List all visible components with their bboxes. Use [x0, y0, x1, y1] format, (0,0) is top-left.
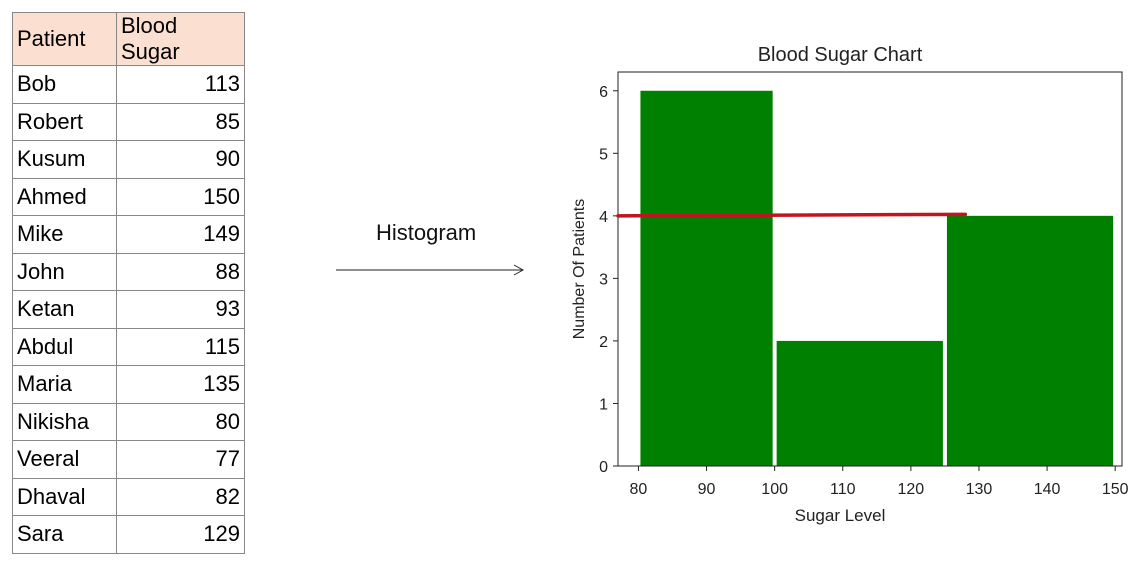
blood-sugar-cell: 85 [116, 102, 245, 141]
blood-sugar-cell: 82 [116, 477, 245, 516]
table-row: Abdul 115 [12, 327, 245, 366]
y-tick-label: 3 [599, 271, 608, 288]
y-axis-label: Number Of Patients [571, 199, 588, 340]
blood-sugar-table: Patient Blood Sugar Bob 113 Robert 85 Kusum 9… [12, 12, 245, 554]
x-tick-label: 130 [966, 481, 993, 498]
arrow-right-icon [336, 264, 525, 276]
y-tick-label: 5 [599, 146, 608, 163]
patient-name-cell: Sara [12, 515, 117, 554]
x-tick-label: 100 [761, 481, 788, 498]
patient-name-cell: Maria [12, 365, 117, 404]
blood-sugar-cell: 77 [116, 440, 245, 479]
table-row: John 88 [12, 252, 245, 291]
blood-sugar-cell: 93 [116, 290, 245, 329]
patient-name-cell: Abdul [12, 327, 117, 366]
table-row: Mike 149 [12, 215, 245, 254]
patient-name-cell: Nikisha [12, 402, 117, 441]
patient-name-cell: Ahmed [12, 177, 117, 216]
header-blood-sugar: Blood Sugar [116, 12, 245, 66]
blood-sugar-cell: 90 [116, 140, 245, 179]
histogram-bar [640, 90, 773, 466]
y-tick-label: 0 [599, 459, 608, 476]
table-header-row: Patient Blood Sugar [12, 12, 245, 66]
y-tick-label: 2 [599, 334, 608, 351]
blood-sugar-cell: 88 [116, 252, 245, 291]
blood-sugar-cell: 80 [116, 402, 245, 441]
blood-sugar-cell: 135 [116, 365, 245, 404]
table-row: Nikisha 80 [12, 402, 245, 441]
table-row: Ahmed 150 [12, 177, 245, 216]
blood-sugar-cell: 113 [116, 65, 245, 104]
x-tick-label: 140 [1034, 481, 1061, 498]
patient-name-cell: Kusum [12, 140, 117, 179]
x-tick-label: 80 [630, 481, 648, 498]
x-tick-label: 110 [830, 481, 856, 498]
patient-name-cell: Veeral [12, 440, 117, 479]
blood-sugar-cell: 150 [116, 177, 245, 216]
chart-title: Blood Sugar Chart [758, 44, 923, 66]
patient-name-cell: Bob [12, 65, 117, 104]
table-row: Kusum 90 [12, 140, 245, 179]
plot-frame [617, 71, 1123, 467]
blood-sugar-cell: 149 [116, 215, 245, 254]
patient-name-cell: Ketan [12, 290, 117, 329]
histogram-label: Histogram [376, 220, 477, 245]
patient-name-cell: Mike [12, 215, 117, 254]
histogram-bar [946, 215, 1114, 466]
histogram-chart: 80 90 100 110 120 130 140 150 0 1 2 3 4 5 6 Blood Sugar… [571, 44, 1129, 525]
blood-sugar-cell: 115 [116, 327, 245, 366]
table-row: Veeral 77 [12, 440, 245, 479]
y-tick-label: 4 [599, 209, 608, 226]
patient-name-cell: Dhaval [12, 477, 117, 516]
table-row: Sara 129 [12, 515, 245, 554]
table-row: Dhaval 82 [12, 477, 245, 516]
x-tick-label: 90 [698, 481, 716, 498]
x-tick-label: 150 [1102, 481, 1129, 498]
y-tick-label: 1 [599, 396, 608, 413]
patient-name-cell: Robert [12, 102, 117, 141]
table-row: Ketan 93 [12, 290, 245, 329]
y-tick-label: 6 [599, 84, 608, 101]
table-row: Maria 135 [12, 365, 245, 404]
x-tick-label: 120 [898, 481, 925, 498]
histogram-bar [776, 340, 943, 466]
table-row: Bob 113 [12, 65, 245, 104]
header-patient: Patient [12, 12, 117, 66]
table-row: Robert 85 [12, 102, 245, 141]
annotation-line [616, 212, 968, 218]
x-axis-label: Sugar Level [795, 506, 886, 525]
patient-name-cell: John [12, 252, 117, 291]
blood-sugar-cell: 129 [116, 515, 245, 554]
